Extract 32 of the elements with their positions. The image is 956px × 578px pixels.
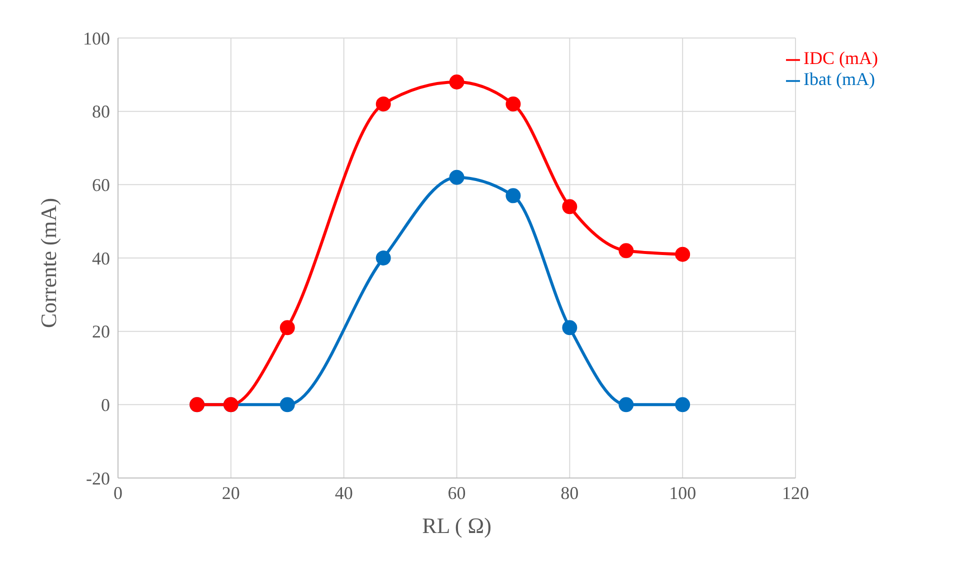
x-tick-label: 60 [448,482,466,503]
y-tick-label: 60 [92,175,110,196]
point [618,243,634,258]
x-tick-label: 20 [222,482,240,503]
point [449,170,464,185]
x-tick-label: 100 [669,482,696,503]
y-tick-label: 80 [92,102,110,122]
point [506,188,521,204]
point [506,96,521,112]
legend-label: Ibat (mA) [804,69,875,89]
x-tick-label: 80 [560,482,579,503]
point [280,397,295,412]
y-tick-label: 0 [101,395,110,416]
x-tick-label: 0 [114,482,122,503]
point [562,320,578,336]
x-tick-label: 120 [782,482,809,503]
point [376,96,391,112]
y-tick-label: -20 [86,468,110,488]
y-tick-label: 100 [83,28,110,48]
point [562,199,578,214]
point [675,397,690,412]
point [675,246,690,262]
point [376,250,391,266]
x-axis-title: RL ( Ω) [422,513,492,538]
point [618,397,634,412]
x-tick-label: 40 [334,482,353,503]
legend-label: IDC (mA) [804,48,878,68]
y-axis-title: Corrente (mA) [36,198,61,328]
point [449,74,464,90]
point [280,320,295,336]
y-tick-label: 40 [92,248,110,268]
y-tick-label: 20 [92,322,110,342]
